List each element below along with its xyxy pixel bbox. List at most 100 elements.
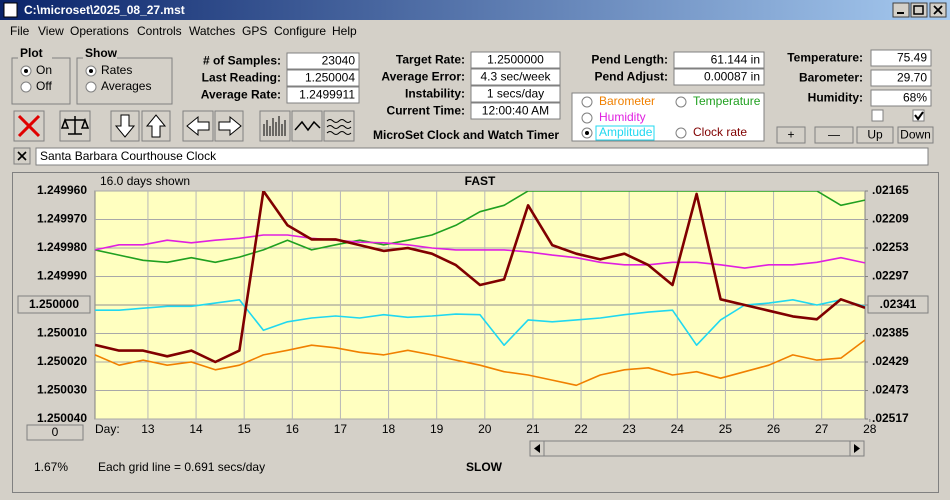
line-icon [294,120,321,132]
scrollbar-thumb[interactable] [543,440,851,457]
control-button-label: Up [867,128,883,142]
y2-tick-label: .02429 [872,354,909,368]
line-button[interactable] [291,110,323,142]
radio-button[interactable] [20,81,32,93]
scrollbar-right-arrow [854,444,860,453]
x-tick-label: 13 [141,422,155,436]
field-value-box [673,51,765,69]
y2-tick-label: .02297 [872,269,909,283]
radio-label: Rates [101,63,132,77]
control-button[interactable] [856,126,894,144]
maximize-glyph [913,5,924,15]
radio-label: Off [36,79,52,93]
y-tick-label: 1.249960 [37,183,87,197]
y-tick-label: 1.249990 [37,269,87,283]
slow-label: SLOW [466,460,503,474]
x-tick-label: 21 [526,422,540,436]
field-value-box [870,69,932,87]
scrollbar-left-arrow [534,444,540,453]
x-tick-label: 26 [767,422,781,436]
group-caption: Show [85,46,118,60]
field-label: Instability: [405,87,465,101]
checkbox[interactable] [912,109,925,122]
legend-label: Barometer [599,94,655,108]
x-tick-label: 16 [286,422,300,436]
radio-button[interactable] [85,81,97,93]
field-value-box [286,69,360,87]
app-title: MicroSet Clock and Watch Timer [373,128,559,142]
menu-item[interactable]: GPS [242,24,267,38]
field-value-box [870,49,932,67]
minimize-button[interactable] [892,2,910,18]
field-value-box [286,52,360,70]
y2-center-button[interactable] [867,295,929,314]
y2-tick-label: .02517 [872,411,909,425]
window-buttons[interactable] [892,2,947,18]
field-label: Average Error: [381,70,465,84]
menu-item[interactable]: View [38,24,64,38]
radio-button[interactable] [675,127,687,139]
clock-name-field[interactable] [35,147,929,166]
group-caption-bg [83,52,117,64]
y2-tick-label: .02253 [872,240,909,254]
y2-tick-label: .02341 [880,297,917,311]
y-center-button[interactable] [17,295,91,314]
right-icon [218,115,242,137]
legend-label: Humidity [599,110,646,124]
legend-label: Clock rate [693,125,747,139]
control-button[interactable] [897,126,934,144]
y2-tick-label: .02385 [872,326,909,340]
window-title: C:\microset\2025_08_27.mst [24,3,185,17]
field-label: Target Rate: [396,53,465,67]
fast-label: FAST [465,174,496,188]
clock-name: Santa Barbara Courthouse Clock [40,149,217,163]
group-caption-bg [18,52,52,64]
field-value-box [470,102,561,120]
menu-item[interactable]: Watches [189,24,235,38]
app-icon [3,2,18,18]
legend-label: Temperature [693,94,761,108]
x-tick-label: 27 [815,422,829,436]
group-box [76,57,173,105]
x-axis-label: Day: [95,422,120,436]
x-tick-label: 20 [478,422,492,436]
control-button[interactable] [776,126,806,144]
bars-icon [263,116,286,136]
balance-icon [60,116,90,135]
offset-button[interactable] [26,424,84,441]
field-value: 4.3 sec/week [480,70,551,84]
down-icon [114,114,136,138]
menu-item[interactable]: Controls [137,24,182,38]
x-tick-label: 23 [623,422,637,436]
field-value: 1.2499911 [299,88,355,102]
checkbox[interactable] [871,109,884,122]
title-bar [0,0,950,20]
x-tick-label: 22 [574,422,588,436]
menu-item[interactable]: Configure [274,24,326,38]
menu-item[interactable]: Help [332,24,357,38]
field-value: 68% [903,91,927,105]
radio-button[interactable] [675,96,687,108]
menu-item[interactable]: Operations [70,24,129,38]
toolbar [13,110,355,142]
y2-tick-label: .02473 [872,383,909,397]
y-tick-label: 1.250010 [37,326,87,340]
x-tick-label: 19 [430,422,444,436]
offset-button-label: 0 [52,425,59,439]
field-label: # of Samples: [203,54,281,68]
control-button-label: — [828,128,840,142]
radio-label: On [36,63,52,77]
radio-button[interactable] [581,112,593,124]
field-value-box [470,68,561,86]
radio-dot [89,69,93,73]
field-value: 23040 [322,54,356,68]
control-button[interactable] [814,126,854,144]
field-label: Barometer: [799,71,863,85]
field-label: Average Rate: [201,88,281,102]
radio-button[interactable] [581,96,593,108]
legend-focus [595,125,655,141]
menu-item[interactable]: File [10,24,30,38]
x-tick-label: 14 [189,422,203,436]
